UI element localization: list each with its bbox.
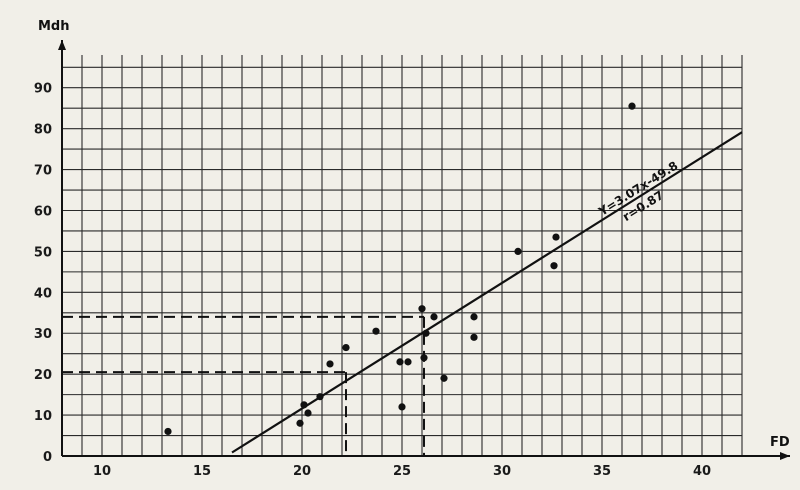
y-axis-label: Mdh [38, 19, 70, 34]
data-point [304, 409, 312, 417]
grid [62, 55, 743, 456]
y-tick-label: 70 [34, 164, 52, 179]
y-tick-label: 30 [34, 327, 52, 342]
regression [231, 131, 743, 454]
x-axis-label: FD [770, 435, 790, 450]
x-tick-label: 30 [493, 464, 511, 479]
data-point [296, 419, 304, 427]
data-point [316, 393, 324, 401]
data-point [398, 403, 406, 411]
data-point [422, 329, 430, 337]
data-point [470, 313, 478, 321]
y-tick-label: 90 [34, 82, 52, 97]
data-point [404, 358, 412, 366]
data-point [418, 305, 426, 313]
regression-line [231, 131, 743, 454]
x-axis-arrow [780, 452, 790, 460]
data-point [372, 327, 380, 335]
data-point [440, 374, 448, 382]
data-point [470, 333, 478, 341]
x-tick-label: 35 [593, 464, 611, 479]
data-point [164, 427, 172, 436]
y-tick-label: 20 [34, 368, 52, 383]
x-tick-label: 10 [93, 464, 111, 479]
data-point [628, 102, 636, 110]
x-tick-label: 20 [293, 464, 311, 479]
data-point [552, 233, 560, 241]
y-tick-label: 80 [34, 123, 52, 138]
x-tick-label: 25 [393, 464, 411, 479]
y-tick-label: 50 [34, 245, 52, 260]
data-point [342, 343, 350, 352]
axes [58, 40, 790, 460]
x-tick-label: 15 [193, 464, 211, 479]
data-points [164, 102, 636, 436]
y-tick-label: 0 [43, 450, 52, 465]
data-point [514, 247, 522, 256]
x-tick-label: 40 [693, 464, 711, 479]
y-axis-arrow [58, 40, 66, 50]
data-point [430, 313, 438, 321]
regression-annotation: Y=3.07x-49.8 r=0.87 [595, 159, 680, 225]
data-point [420, 354, 428, 362]
data-point [396, 358, 404, 366]
data-point [326, 360, 334, 368]
y-tick-label: 60 [34, 204, 52, 219]
data-point [550, 262, 558, 270]
data-point [300, 401, 308, 409]
y-tick-label: 10 [34, 409, 52, 424]
tick-labels: 10 15 20 25 30 35 40 0 10 20 30 40 50 60 70 80 90 [34, 82, 711, 479]
guide-lines [62, 315, 425, 456]
y-tick-label: 40 [34, 286, 52, 301]
